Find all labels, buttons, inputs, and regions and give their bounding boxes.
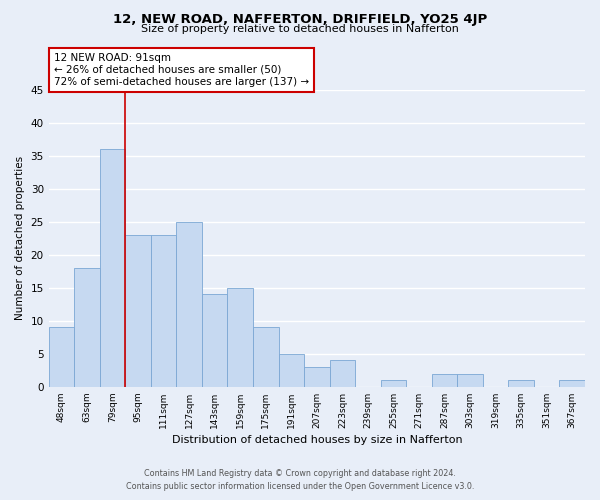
Text: 12, NEW ROAD, NAFFERTON, DRIFFIELD, YO25 4JP: 12, NEW ROAD, NAFFERTON, DRIFFIELD, YO25… (113, 12, 487, 26)
Bar (329, 360, 355, 387)
Bar (432, 374, 457, 387)
Text: 12 NEW ROAD: 91sqm
← 26% of detached houses are smaller (50)
72% of semi-detache: 12 NEW ROAD: 91sqm ← 26% of detached hou… (54, 54, 309, 86)
Bar (227, 288, 253, 387)
X-axis label: Distribution of detached houses by size in Nafferton: Distribution of detached houses by size … (172, 435, 462, 445)
Bar (304, 367, 329, 387)
Bar (457, 374, 483, 387)
Text: Size of property relative to detached houses in Nafferton: Size of property relative to detached ho… (141, 24, 459, 34)
Bar (125, 235, 151, 387)
Bar (508, 380, 534, 387)
Bar (559, 380, 585, 387)
Bar (151, 235, 176, 387)
Bar (202, 294, 227, 387)
Bar (176, 222, 202, 387)
Bar (253, 328, 278, 387)
Text: Contains HM Land Registry data © Crown copyright and database right 2024.
Contai: Contains HM Land Registry data © Crown c… (126, 470, 474, 491)
Bar (278, 354, 304, 387)
Bar (100, 149, 125, 387)
Bar (49, 328, 74, 387)
Bar (74, 268, 100, 387)
Bar (380, 380, 406, 387)
Y-axis label: Number of detached properties: Number of detached properties (15, 156, 25, 320)
